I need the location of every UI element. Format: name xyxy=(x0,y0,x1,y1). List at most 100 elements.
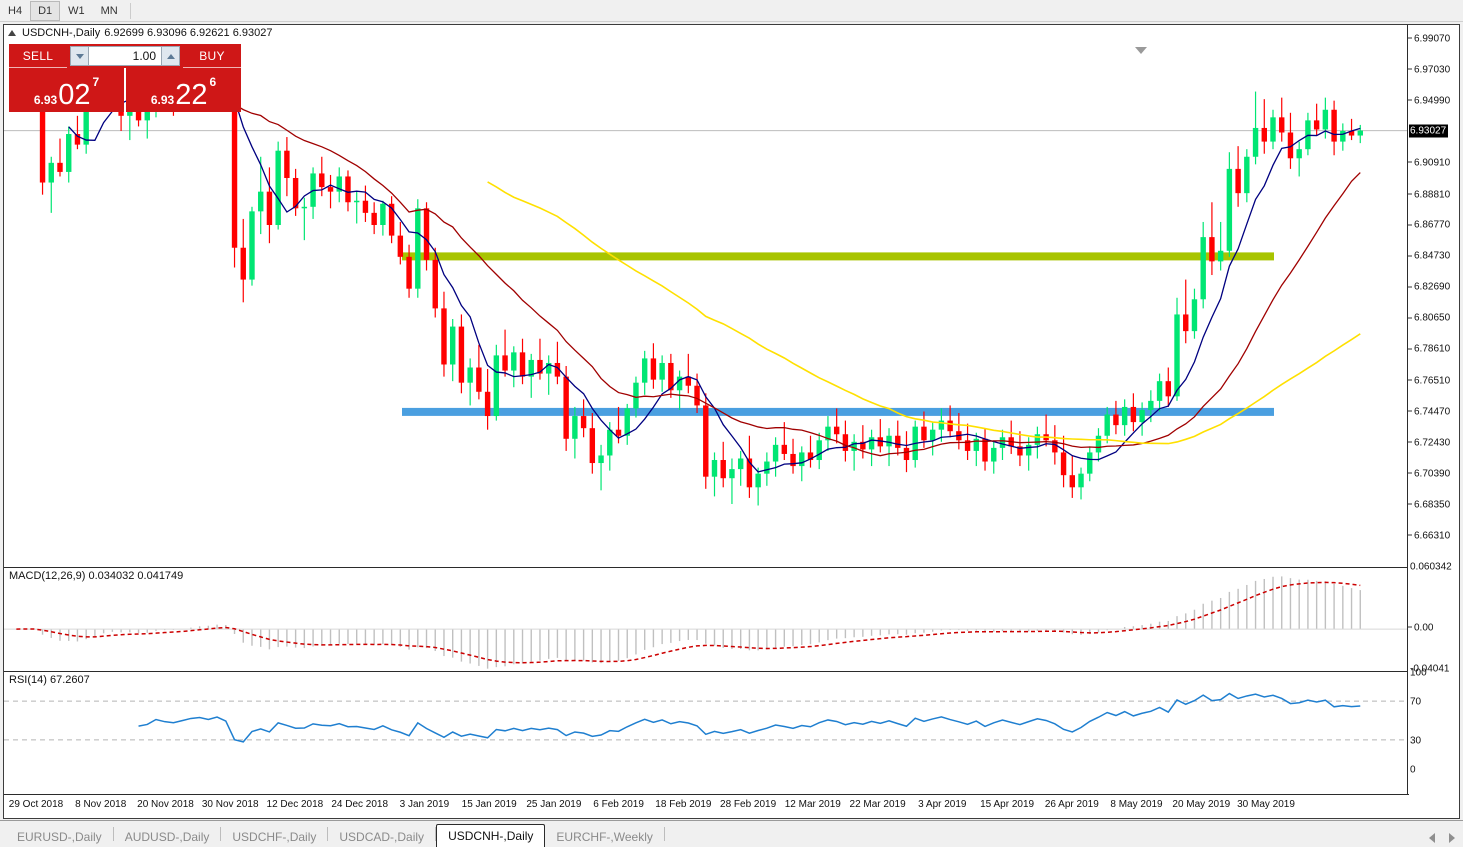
volume-decrease-button[interactable] xyxy=(70,46,89,66)
date-scale-tick: 12 Dec 2018 xyxy=(266,799,324,810)
tab-eurchf-weekly[interactable]: EURCHF-,Weekly xyxy=(556,829,653,844)
buy-price-prefix: 6.93 xyxy=(150,93,175,107)
price-chart-svg xyxy=(4,50,1409,506)
rsi-chart-svg xyxy=(4,692,1409,743)
macd-chart-svg xyxy=(4,576,1409,669)
chevron-down-icon xyxy=(75,53,84,59)
tab-usdcnh-daily[interactable]: USDCNH-,Daily xyxy=(436,824,546,847)
price-scale-tick: 6.74470 xyxy=(1408,406,1450,417)
rsi-pane[interactable]: RSI(14) 67.2607 xyxy=(4,671,1409,793)
tab-audusd-daily[interactable]: AUDUSD-,Daily xyxy=(124,829,210,844)
date-scale-tick: 26 Apr 2019 xyxy=(1044,799,1099,810)
date-scale-tick: 29 Oct 2018 xyxy=(8,799,64,810)
price-scale[interactable]: 6.99070 6.97030 6.94990 6.90910 6.88810 6.867… xyxy=(1407,25,1459,818)
tab-scroll-right-icon[interactable] xyxy=(1449,833,1455,843)
sell-price-prefix: 6.93 xyxy=(33,93,58,107)
price-scale-tick: 6.94990 xyxy=(1408,95,1450,106)
timeframe-button-w1[interactable]: W1 xyxy=(68,4,85,17)
rsi-label: RSI(14) 67.2607 xyxy=(9,674,90,686)
rsi-scale-tick: 30 xyxy=(1410,735,1422,747)
date-scale-tick: 22 Mar 2019 xyxy=(849,799,906,810)
tab-divider xyxy=(327,827,329,841)
sell-price-main: 02 xyxy=(58,79,91,111)
tab-divider xyxy=(220,827,222,841)
date-scale-tick: 3 Jan 2019 xyxy=(399,799,450,810)
toolbar-separator xyxy=(129,2,131,19)
price-scale-tick: 6.88810 xyxy=(1408,189,1450,200)
date-scale-tick: 28 Feb 2019 xyxy=(720,799,777,810)
price-scale-tick: 6.80650 xyxy=(1408,313,1450,324)
price-scale-tick: 6.70390 xyxy=(1408,468,1450,479)
sell-price-pipette: 7 xyxy=(92,75,100,89)
date-scale-tick: 24 Dec 2018 xyxy=(331,799,389,810)
price-scale-tick: 6.68350 xyxy=(1408,499,1450,510)
buy-price-pipette: 6 xyxy=(209,75,217,89)
price-scale-tick: 6.84730 xyxy=(1408,251,1450,262)
date-scale-tick: 25 Jan 2019 xyxy=(526,799,582,810)
macd-scale-tick: 0.00 xyxy=(1408,623,1433,634)
chart-tab-bar: EURUSD-,Daily AUDUSD-,Daily USDCHF-,Dail… xyxy=(0,820,1463,847)
rsi-scale-tick: 70 xyxy=(1410,696,1422,708)
timeframe-button-h4[interactable]: H4 xyxy=(8,4,23,17)
date-scale-tick: 6 Feb 2019 xyxy=(593,799,644,810)
price-scale-tick: 6.76510 xyxy=(1408,376,1450,387)
chart-symbol-label: USDCNH-,Daily xyxy=(22,27,101,39)
current-price-label: 6.93027 xyxy=(1409,124,1449,138)
timeframe-button-mn[interactable]: MN xyxy=(100,4,118,17)
price-scale-tick: 6.82690 xyxy=(1408,282,1450,293)
price-scale-tick: 6.66310 xyxy=(1408,530,1450,541)
date-scale-tick: 30 Nov 2018 xyxy=(201,799,259,810)
price-scale-tick: 6.86770 xyxy=(1408,220,1450,231)
date-scale-tick: 3 Apr 2019 xyxy=(918,799,967,810)
tab-divider xyxy=(435,827,437,841)
volume-stepper[interactable]: 1.00 xyxy=(67,44,183,68)
date-scale-tick: 20 May 2019 xyxy=(1172,799,1231,810)
price-scale-tick: 6.99070 xyxy=(1408,33,1450,44)
macd-label: MACD(12,26,9) 0.034032 0.041749 xyxy=(9,570,184,582)
date-scale-tick: 8 May 2019 xyxy=(1110,799,1163,810)
date-scale-tick: 20 Nov 2018 xyxy=(137,799,194,810)
sell-button[interactable]: 6.93 02 7 xyxy=(9,68,124,112)
chevron-up-icon xyxy=(166,53,175,59)
date-scale-tick: 8 Nov 2018 xyxy=(75,799,127,810)
price-scale-tick: 6.90910 xyxy=(1408,157,1450,168)
buy-label[interactable]: BUY xyxy=(183,44,241,68)
tab-usdcad-daily[interactable]: USDCAD-,Daily xyxy=(339,829,425,844)
tab-scroll-left-icon[interactable] xyxy=(1429,833,1435,843)
chart-position-marker-icon xyxy=(1135,47,1147,54)
chart-ohlc-values: 6.92699 6.93096 6.92621 6.93027 xyxy=(104,27,273,39)
rsi-scale-tick: 100 xyxy=(1410,667,1427,679)
chart-window[interactable]: USDCNH-,Daily 6.92699 6.93096 6.92621 6.… xyxy=(3,24,1460,819)
date-scale-tick: 15 Apr 2019 xyxy=(980,799,1035,810)
volume-increase-button[interactable] xyxy=(161,46,180,66)
timeframe-button-d1[interactable]: D1 xyxy=(30,0,61,21)
tab-eurusd-daily[interactable]: EURUSD-,Daily xyxy=(17,829,102,844)
chart-header: USDCNH-,Daily 6.92699 6.93096 6.92621 6.… xyxy=(4,25,272,41)
date-scale[interactable]: 29 Oct 2018 8 Nov 2018 20 Nov 2018 30 Nov 2… xyxy=(4,794,1409,818)
macd-scale-tick: 0.060342 xyxy=(1410,561,1452,573)
price-scale-tick: 6.78610 xyxy=(1408,344,1450,355)
macd-scale-tick: -0.04041 xyxy=(1410,663,1450,675)
date-scale-tick: 15 Jan 2019 xyxy=(461,799,517,810)
buy-button[interactable]: 6.93 22 6 xyxy=(126,68,241,112)
price-scale-tick: 6.97030 xyxy=(1408,64,1450,75)
price-scale-tick: 6.72430 xyxy=(1408,437,1450,448)
tab-scroll-controls xyxy=(1429,833,1455,843)
oct-price-row: 6.93 02 7 6.93 22 6 xyxy=(9,68,241,112)
tab-usdchf-daily[interactable]: USDCHF-,Daily xyxy=(232,829,317,844)
volume-input[interactable]: 1.00 xyxy=(89,46,161,66)
one-click-trading-panel[interactable]: SELL 1.00 BUY 6.93 02 7 6.93 22 6 xyxy=(9,44,241,114)
oct-top-row: SELL 1.00 BUY xyxy=(9,44,241,68)
rsi-scale-tick: 0 xyxy=(1410,764,1416,776)
timeframe-toolbar: H4 D1 W1 MN xyxy=(0,0,1463,22)
date-scale-tick: 30 May 2019 xyxy=(1237,799,1295,810)
tab-divider xyxy=(112,827,114,841)
date-scale-tick: 18 Feb 2019 xyxy=(655,799,712,810)
sell-label[interactable]: SELL xyxy=(9,44,67,68)
tab-divider xyxy=(663,827,665,841)
buy-price-main: 22 xyxy=(175,79,208,111)
triangle-up-icon xyxy=(8,30,16,36)
macd-pane[interactable]: MACD(12,26,9) 0.034032 0.041749 xyxy=(4,567,1409,670)
price-pane[interactable] xyxy=(4,25,1409,566)
